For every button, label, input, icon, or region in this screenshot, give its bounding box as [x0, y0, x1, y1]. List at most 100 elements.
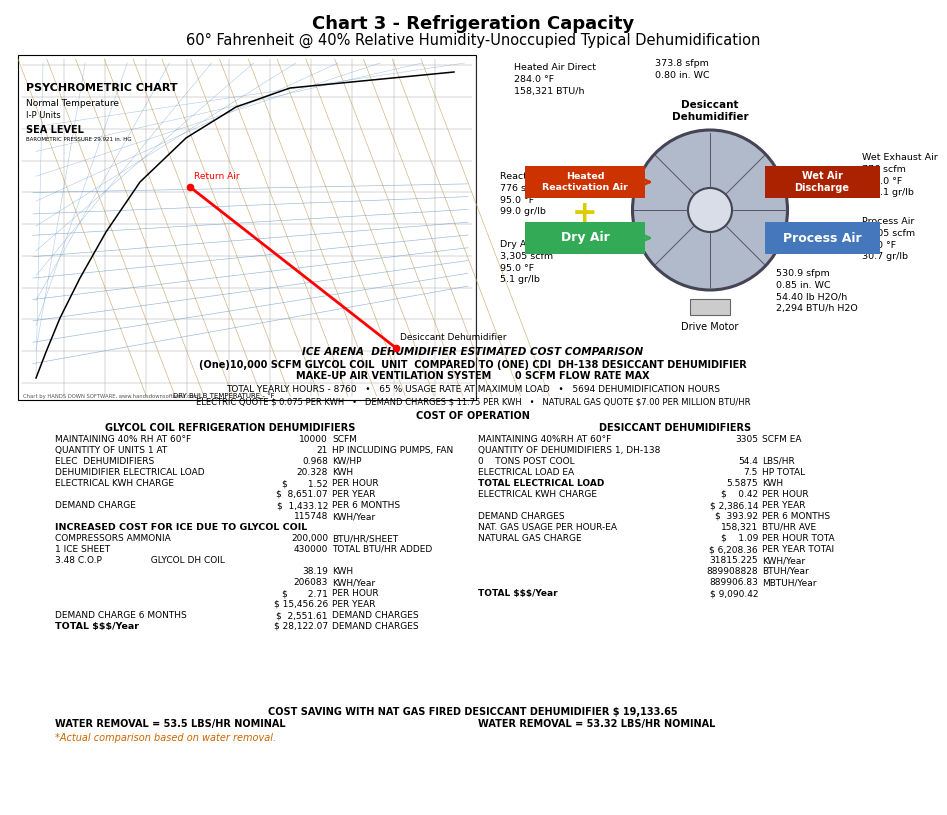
FancyArrowPatch shape	[768, 177, 874, 187]
FancyArrowPatch shape	[639, 177, 650, 187]
Text: DRY BULB TEMPERATURE - °F: DRY BULB TEMPERATURE - °F	[173, 393, 275, 399]
Text: PER YEAR: PER YEAR	[762, 501, 806, 510]
Text: SCFM EA: SCFM EA	[762, 435, 801, 444]
Text: $ 15,456.26: $ 15,456.26	[274, 600, 328, 609]
Text: 0    TONS POST COOL: 0 TONS POST COOL	[478, 457, 575, 466]
Text: 158,321: 158,321	[721, 523, 758, 532]
Circle shape	[688, 188, 732, 232]
Text: PER HOUR TOTA: PER HOUR TOTA	[762, 534, 834, 543]
Text: 206083: 206083	[294, 578, 328, 587]
Text: $  8,651.07: $ 8,651.07	[277, 490, 328, 499]
Text: Wet Air
Discharge: Wet Air Discharge	[795, 171, 849, 193]
Text: Heated Air Direct
284.0 °F
158,321 BTU/h: Heated Air Direct 284.0 °F 158,321 BTU/h	[514, 63, 596, 95]
Text: MBTUH/Year: MBTUH/Year	[762, 578, 816, 587]
Text: $ 28,122.07: $ 28,122.07	[274, 622, 328, 631]
Text: TOTAL $$$/Year: TOTAL $$$/Year	[478, 589, 558, 598]
Text: ELECTRIC QUOTE $ 0.075 PER KWH   •   DEMAND CHARGES $ 11.75 PER KWH   •   NATURA: ELECTRIC QUOTE $ 0.075 PER KWH • DEMAND …	[196, 398, 750, 407]
Text: COST SAVING WITH NAT GAS FIRED DESICCANT DEHUMIDIFIER $ 19,133.65: COST SAVING WITH NAT GAS FIRED DESICCANT…	[268, 707, 678, 717]
Text: 5.5875: 5.5875	[726, 479, 758, 488]
Text: 10000: 10000	[299, 435, 328, 444]
Text: $    1.09: $ 1.09	[721, 534, 758, 543]
Text: (One)10,000 SCFM GLYCOL COIL  UNIT  COMPARED TO (ONE) CDI  DH-138 DESICCANT DEHU: (One)10,000 SCFM GLYCOL COIL UNIT COMPAR…	[199, 360, 747, 370]
Text: Dry Air: Dry Air	[561, 231, 609, 244]
Text: QUANTITY OF DEHUMIDIFIERS 1, DH-138: QUANTITY OF DEHUMIDIFIERS 1, DH-138	[478, 446, 660, 455]
Text: WATER REMOVAL = 53.32 LBS/HR NOMINAL: WATER REMOVAL = 53.32 LBS/HR NOMINAL	[478, 719, 715, 729]
Text: Desiccant Dehumidifier: Desiccant Dehumidifier	[400, 333, 507, 342]
Text: MAINTAINING 40% RH AT 60°F: MAINTAINING 40% RH AT 60°F	[55, 435, 191, 444]
Text: Process Air: Process Air	[782, 231, 862, 244]
Bar	[765, 166, 880, 198]
Text: Process Air
3,305 scfm
60.0 °F
30.7 gr/lb: Process Air 3,305 scfm 60.0 °F 30.7 gr/l…	[862, 217, 915, 262]
Text: $  393.92: $ 393.92	[715, 512, 758, 521]
Text: KWH: KWH	[332, 468, 353, 477]
Text: 889908828: 889908828	[706, 567, 758, 576]
Text: 530.9 sfpm
0.85 in. WC
54.40 lb H2O/h
2,294 BTU/h H2O: 530.9 sfpm 0.85 in. WC 54.40 lb H2O/h 2,…	[776, 269, 858, 314]
Text: 373.8 sfpm
0.80 in. WC: 373.8 sfpm 0.80 in. WC	[655, 59, 709, 80]
Text: Chart 3 - Refrigeration Capacity: Chart 3 - Refrigeration Capacity	[312, 15, 634, 33]
Text: PER YEAR TOTAI: PER YEAR TOTAI	[762, 545, 834, 554]
Text: $       1.52: $ 1.52	[282, 479, 328, 488]
Text: $    0.42: $ 0.42	[721, 490, 758, 499]
Text: Reactivation Air
776 scfm
95.0 °F
99.0 gr/lb: Reactivation Air 776 scfm 95.0 °F 99.0 g…	[500, 172, 576, 217]
Text: I-P Units: I-P Units	[26, 111, 61, 120]
Text: TOTAL ELECTRICAL LOAD: TOTAL ELECTRICAL LOAD	[478, 479, 604, 488]
Text: KWH/Year: KWH/Year	[762, 556, 805, 565]
Text: 115748: 115748	[294, 512, 328, 521]
Text: DEMAND CHARGE 6 MONTHS: DEMAND CHARGE 6 MONTHS	[55, 611, 187, 620]
Text: 38.19: 38.19	[302, 567, 328, 576]
Text: $       2.71: $ 2.71	[282, 589, 328, 598]
Text: 0.968: 0.968	[302, 457, 328, 466]
Text: GLYCOL COIL REFRIGERATION DEHUMIDIFIERS: GLYCOL COIL REFRIGERATION DEHUMIDIFIERS	[105, 423, 355, 433]
Text: DESICCANT DEHUMIDIFIERS: DESICCANT DEHUMIDIFIERS	[599, 423, 751, 433]
Text: QUANTITY OF UNITS 1 AT: QUANTITY OF UNITS 1 AT	[55, 446, 168, 455]
Text: KWH: KWH	[762, 479, 783, 488]
Text: Heated
Reactivation Air: Heated Reactivation Air	[542, 172, 628, 192]
Text: 60° Fahrenheit @ 40% Relative Humidity-Unoccupied Typical Dehumidification: 60° Fahrenheit @ 40% Relative Humidity-U…	[186, 33, 760, 48]
Text: Chart by HANDS DOWN SOFTWARE, www.handsdownsoftware.com: Chart by HANDS DOWN SOFTWARE, www.handsd…	[23, 394, 198, 399]
Text: $ 9,090.42: $ 9,090.42	[709, 589, 758, 598]
Text: ELECTRICAL LOAD EA: ELECTRICAL LOAD EA	[478, 468, 574, 477]
Text: ELECTRICAL KWH CHARGE: ELECTRICAL KWH CHARGE	[55, 479, 174, 488]
Text: Dry Air
3,305 scfm
95.0 °F
5.1 gr/lb: Dry Air 3,305 scfm 95.0 °F 5.1 gr/lb	[500, 240, 553, 284]
Text: PER HOUR: PER HOUR	[762, 490, 809, 499]
Text: HP INCLUDING PUMPS, FAN: HP INCLUDING PUMPS, FAN	[332, 446, 454, 455]
Text: DEMAND CHARGES: DEMAND CHARGES	[478, 512, 564, 521]
Text: TOTAL BTU/HR ADDED: TOTAL BTU/HR ADDED	[332, 545, 432, 554]
Text: DEMAND CHARGES: DEMAND CHARGES	[332, 622, 419, 631]
Text: WATER REMOVAL = 53.5 LBS/HR NOMINAL: WATER REMOVAL = 53.5 LBS/HR NOMINAL	[55, 719, 286, 729]
Text: PER HOUR: PER HOUR	[332, 479, 379, 488]
Text: 1 ICE SHEET: 1 ICE SHEET	[55, 545, 110, 554]
Text: COST OF OPERATION: COST OF OPERATION	[416, 411, 530, 421]
Bar	[18, 55, 476, 400]
Text: PER YEAR: PER YEAR	[332, 600, 376, 609]
Text: DEMAND CHARGES: DEMAND CHARGES	[332, 611, 419, 620]
Text: BTU/HR AVE: BTU/HR AVE	[762, 523, 816, 532]
Bar	[525, 166, 645, 198]
Bar	[690, 299, 730, 315]
Text: SCFM: SCFM	[332, 435, 357, 444]
Text: 3305: 3305	[735, 435, 758, 444]
Text: +: +	[572, 200, 598, 228]
Text: 200,000: 200,000	[291, 534, 328, 543]
Text: PER 6 MONTHS: PER 6 MONTHS	[762, 512, 831, 521]
Text: PER 6 MONTHS: PER 6 MONTHS	[332, 501, 401, 510]
Text: BTUH/Year: BTUH/Year	[762, 567, 809, 576]
Text: Return Air: Return Air	[194, 172, 240, 181]
Text: ICE ARENA  DEHUMIDIFIER ESTIMATED COST COMPARISON: ICE ARENA DEHUMIDIFIER ESTIMATED COST CO…	[302, 347, 644, 357]
Text: 21: 21	[316, 446, 328, 455]
Text: TOTAL $$$/Year: TOTAL $$$/Year	[55, 622, 139, 631]
Text: KWH/Year: KWH/Year	[332, 578, 375, 587]
Text: 54.4: 54.4	[738, 457, 758, 466]
Text: $ 6,208.36: $ 6,208.36	[709, 545, 758, 554]
Text: DEHUMIDIFIER ELECTRICAL LOAD: DEHUMIDIFIER ELECTRICAL LOAD	[55, 468, 205, 477]
Text: LBS/HR: LBS/HR	[762, 457, 795, 466]
Text: SEA LEVEL: SEA LEVEL	[26, 125, 84, 135]
Text: PER YEAR: PER YEAR	[332, 490, 376, 499]
Text: KW/HP: KW/HP	[332, 457, 362, 466]
Text: DEMAND CHARGE: DEMAND CHARGE	[55, 501, 135, 510]
Text: Desiccant
Dehumidifier: Desiccant Dehumidifier	[671, 99, 748, 122]
Text: KWH: KWH	[332, 567, 353, 576]
Text: Drive Motor: Drive Motor	[681, 322, 739, 332]
Text: BTU/HR/SHEET: BTU/HR/SHEET	[332, 534, 398, 543]
Text: BAROMETRIC PRESSURE 29.921 in. HG: BAROMETRIC PRESSURE 29.921 in. HG	[26, 137, 132, 142]
